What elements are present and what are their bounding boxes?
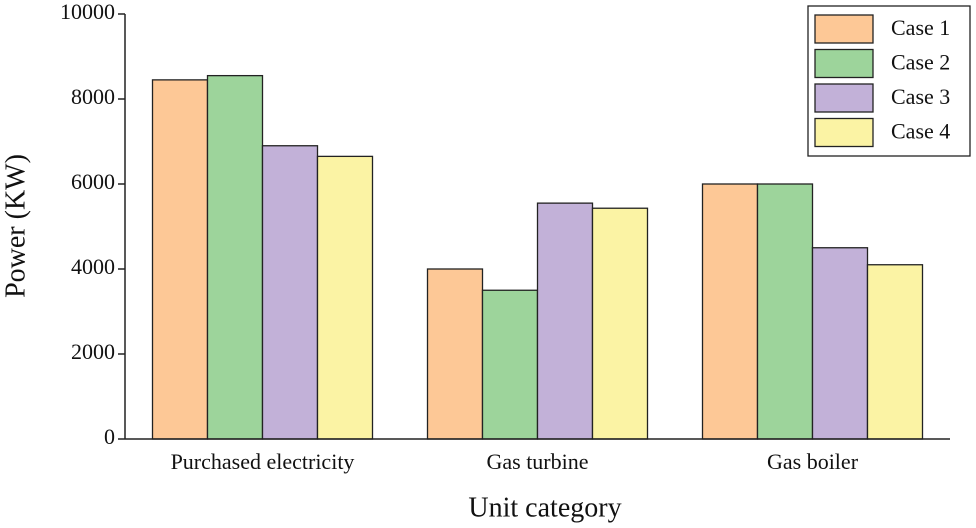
y-tick-label: 2000 bbox=[71, 339, 115, 364]
bar bbox=[591, 207, 649, 440]
bar bbox=[536, 202, 594, 440]
bar bbox=[261, 145, 319, 440]
bar bbox=[206, 74, 264, 440]
y-tick-label: 6000 bbox=[71, 169, 115, 194]
x-tick-label: Gas turbine bbox=[486, 449, 588, 474]
legend-swatch bbox=[814, 14, 874, 44]
legend-swatch bbox=[814, 83, 874, 113]
bar bbox=[481, 289, 539, 440]
legend-label: Case 1 bbox=[891, 15, 950, 40]
legend-swatch bbox=[814, 117, 874, 148]
y-tick-label: 0 bbox=[104, 424, 115, 449]
x-axis-label: Unit category bbox=[468, 492, 621, 523]
x-tick-label: Purchased electricity bbox=[171, 449, 355, 474]
legend-swatch bbox=[814, 48, 874, 79]
legend-label: Case 3 bbox=[891, 84, 950, 109]
legend-label: Case 2 bbox=[891, 50, 950, 75]
y-tick-label: 8000 bbox=[71, 84, 115, 109]
y-tick-label: 4000 bbox=[71, 254, 115, 279]
y-tick-label: 10000 bbox=[60, 0, 115, 24]
bar bbox=[426, 268, 484, 440]
x-tick-label: Gas boiler bbox=[767, 449, 859, 474]
bar bbox=[151, 79, 209, 440]
bar bbox=[316, 155, 374, 440]
bar bbox=[811, 247, 869, 440]
bar bbox=[756, 183, 814, 440]
bar bbox=[866, 264, 924, 440]
bar bbox=[701, 183, 759, 440]
y-axis-label: Power (KW) bbox=[0, 154, 31, 298]
legend-label: Case 4 bbox=[891, 119, 950, 144]
